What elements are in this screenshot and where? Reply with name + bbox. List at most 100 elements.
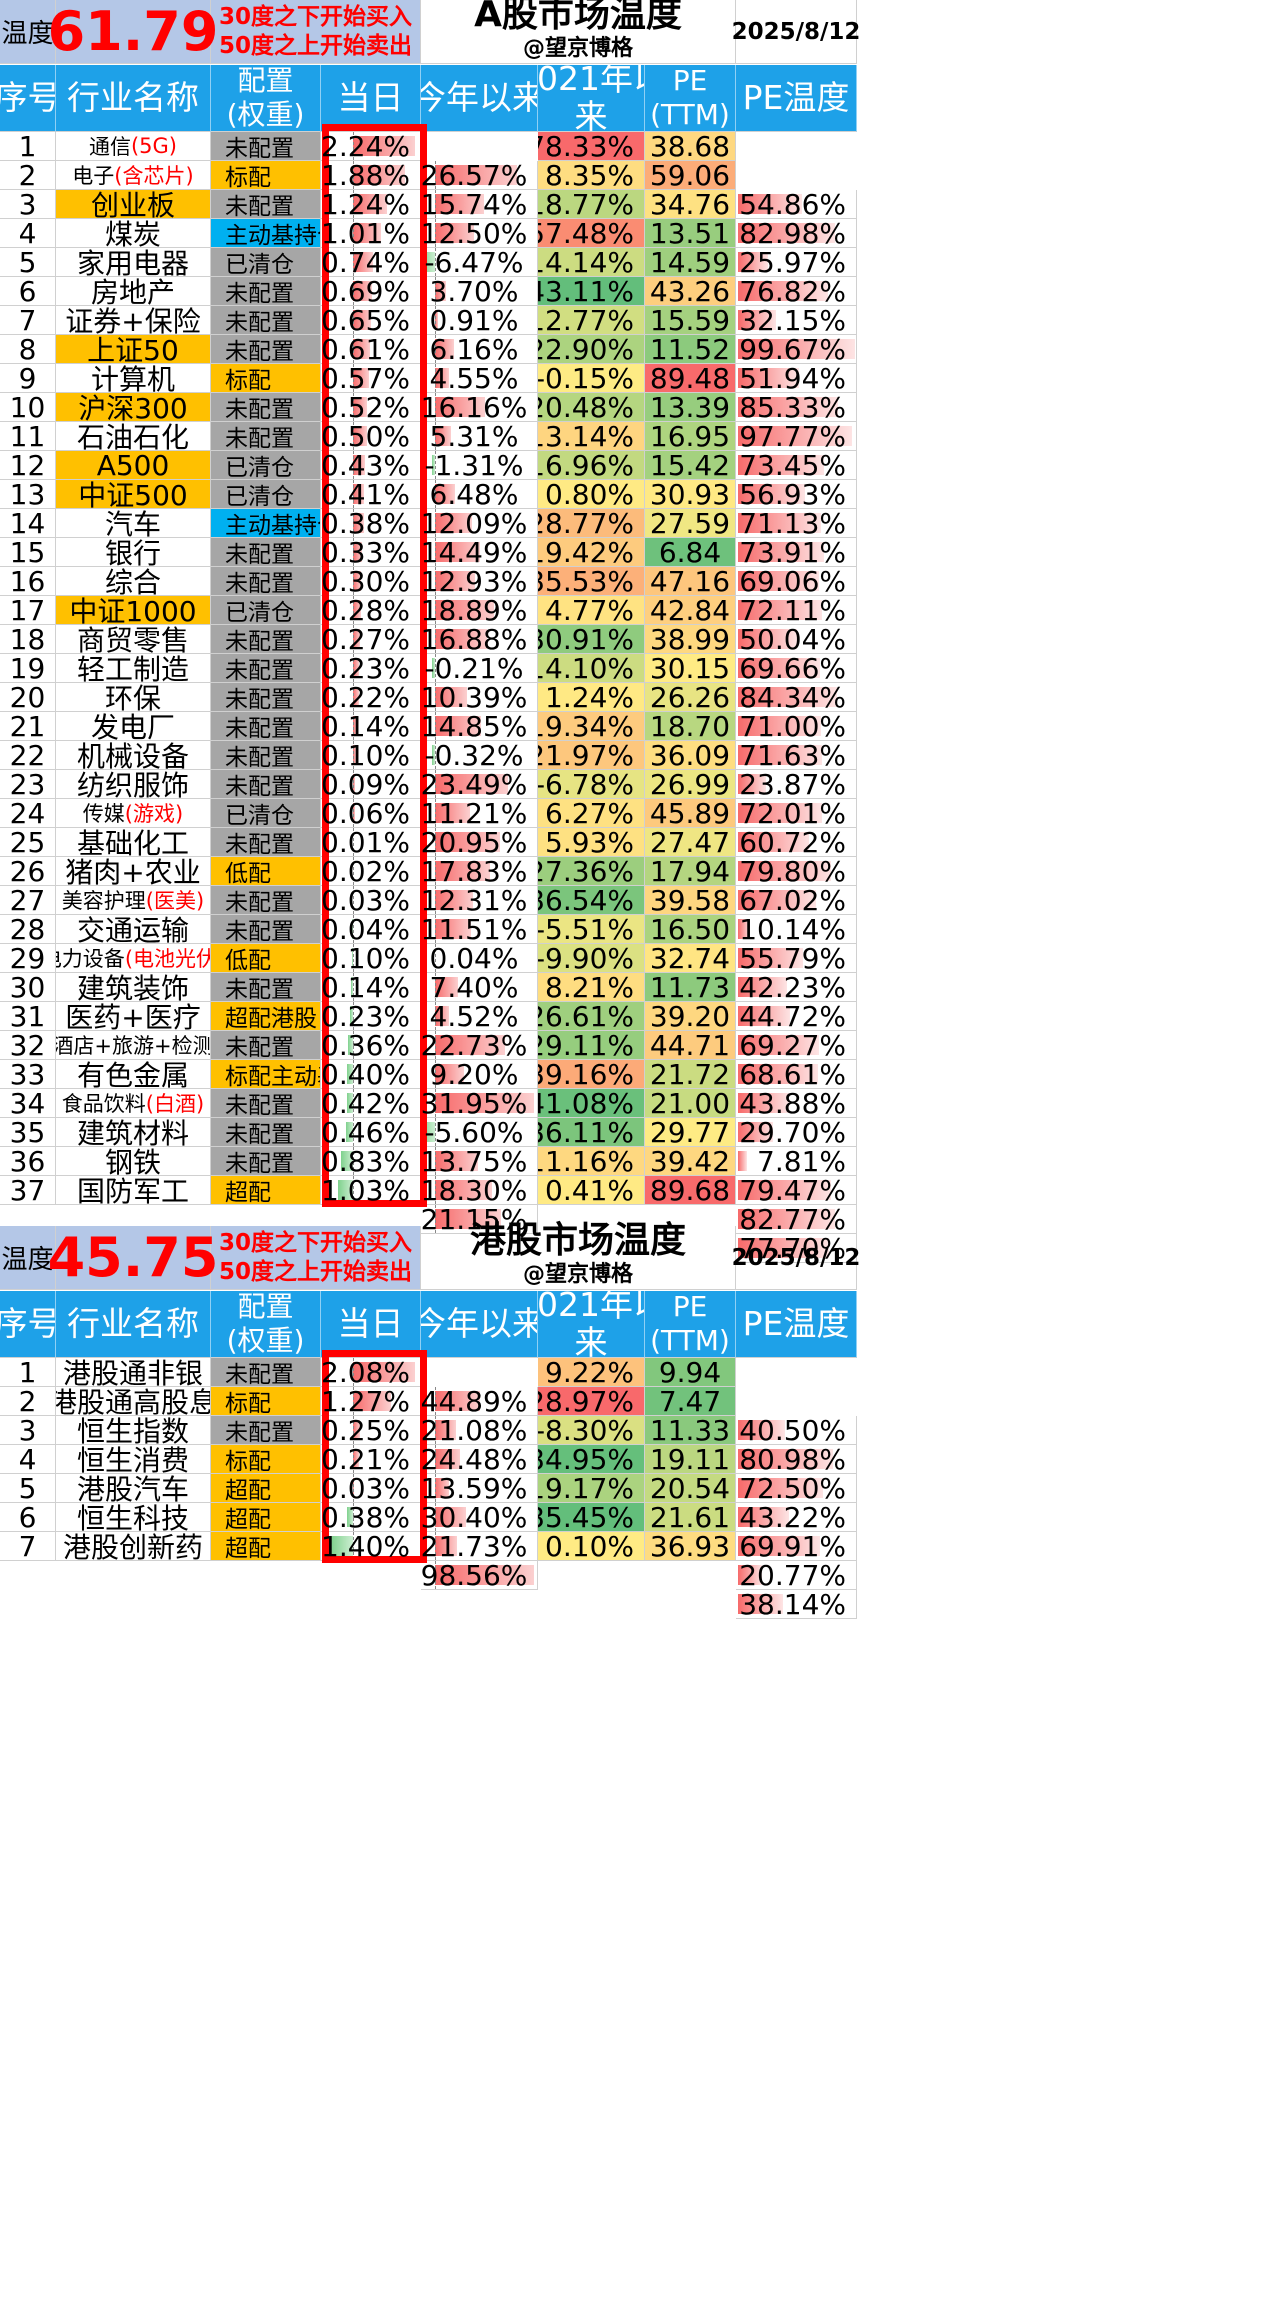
row-number-text: 7: [18, 306, 37, 335]
ytd-change-text: 17.83%: [421, 857, 528, 886]
since-2021-text: 19.34%: [538, 712, 634, 741]
pe-ttm: 16.95: [645, 422, 736, 451]
row-number: 35: [0, 1118, 56, 1147]
industry-name-text: 港股通非银: [62, 1358, 203, 1387]
allocation-text: 标配: [225, 368, 271, 393]
day-change: 0.14%: [321, 712, 421, 741]
pe-temperature-text: 76.82%: [739, 277, 846, 306]
pe-temperature-text: 85.33%: [739, 393, 846, 422]
row-number: 23: [0, 770, 56, 799]
day-change: 0.22%: [321, 683, 421, 712]
industry-name-text: 有色金属: [76, 1060, 189, 1089]
ytd-change-bar: [435, 1151, 478, 1171]
ytd-change-text: 7.40%: [429, 973, 519, 1002]
day-change-text: -0.14%: [321, 973, 410, 1002]
date-text: 2025/8/12: [731, 1244, 861, 1271]
ytd-change-bar: [432, 745, 435, 765]
pe-temperature: 69.27%: [736, 1031, 857, 1060]
row-number: 21: [0, 712, 56, 741]
pe-temperature: 32.15%: [736, 306, 857, 335]
col-alloc-header: 配置 (权重): [211, 65, 321, 132]
pe-temperature-bar: [738, 1536, 820, 1556]
day-change: 0.03%: [321, 1474, 421, 1503]
allocation-text: 低配: [225, 948, 271, 973]
industry-name: 港股通高股息: [56, 1387, 211, 1416]
row-number: 1: [0, 1358, 56, 1387]
ytd-change-text: 12.93%: [421, 567, 528, 596]
day-zero-axis: [353, 567, 354, 595]
row-number: 7: [0, 306, 56, 335]
pe-temperature: 29.70%: [736, 1118, 857, 1147]
ytd-zero-axis: [435, 451, 436, 479]
day-change: 1.88%: [321, 161, 421, 190]
pe-temperature-text: 72.11%: [739, 596, 846, 625]
author-text: @望京博格: [522, 35, 633, 61]
since-2021: 19.42%: [538, 538, 645, 567]
pe-temperature-text: 50.04%: [739, 625, 846, 654]
day-change-bar: [353, 1391, 391, 1411]
ytd-zero-axis: [435, 1445, 436, 1473]
day-zero-axis: [353, 277, 354, 305]
day-change: -1.03%: [321, 1176, 421, 1205]
pe-temperature-text: 43.22%: [739, 1503, 846, 1532]
row-number-text: 7: [18, 1532, 37, 1561]
ytd-change-text: 98.56%: [421, 1561, 528, 1590]
day-change-text: 0.22%: [321, 683, 410, 712]
day-zero-axis: [353, 1147, 354, 1175]
day-change-bar: [353, 629, 360, 649]
allocation-text: 未配置: [225, 1122, 294, 1147]
ytd-change-bar: [435, 571, 475, 591]
ytd-change: 12.50%: [421, 219, 538, 248]
allocation-badge: 未配置: [211, 973, 321, 1002]
day-change-bar: [353, 194, 387, 214]
since-2021: -41.08%: [538, 1089, 645, 1118]
pe-ttm-text: 14.59: [649, 248, 731, 277]
since-2021: -35.45%: [538, 1503, 645, 1532]
day-zero-axis: [353, 1002, 354, 1030]
ytd-change-text: -1.31%: [424, 451, 524, 480]
pe-temperature-text: 51.94%: [739, 364, 846, 393]
day-change-text: 1.01%: [321, 219, 410, 248]
ytd-change-text: 14.85%: [421, 712, 528, 741]
since-2021-text: -9.90%: [538, 944, 634, 973]
industry-name-note: (医美): [145, 889, 205, 913]
since-2021-text: -30.91%: [538, 625, 634, 654]
allocation-badge: 已清仓: [211, 596, 321, 625]
pe-temperature: 79.47%: [736, 1176, 857, 1205]
pe-ttm-text: 29.77: [649, 1118, 731, 1147]
pe-temperature-bar: [738, 890, 816, 910]
industry-name: 基础化工: [56, 828, 211, 857]
allocation-badge: 未配置: [211, 538, 321, 567]
day-change-text: 0.27%: [321, 625, 410, 654]
row-number: 4: [0, 1445, 56, 1474]
pe-ttm: 11.73: [645, 973, 736, 1002]
allocation-badge: 标配: [211, 1387, 321, 1416]
ytd-change-bar: [435, 1420, 456, 1440]
industry-name-text: 计算机: [90, 364, 175, 393]
since-2021: -6.78%: [538, 770, 645, 799]
industry-name: 传媒 (游戏): [56, 799, 211, 828]
ytd-change-bar: [435, 1449, 460, 1469]
pe-ttm: 18.70: [645, 712, 736, 741]
pe-temperature-bar: [738, 1449, 833, 1469]
ytd-change-text: 31.95%: [421, 1089, 528, 1118]
pe-ttm: 11.52: [645, 335, 736, 364]
pe-temperature: 25.97%: [736, 248, 857, 277]
industry-name: 计算机: [56, 364, 211, 393]
ytd-change: -1.31%: [421, 451, 538, 480]
pe-ttm: 14.59: [645, 248, 736, 277]
day-change: 1.01%: [321, 219, 421, 248]
industry-name: 通信 (5G): [56, 132, 211, 161]
since-2021: 28.97%: [538, 1387, 645, 1416]
day-change-text: 0.61%: [321, 335, 410, 364]
since-2021: 78.33%: [538, 132, 645, 161]
day-change: -0.83%: [321, 1147, 421, 1176]
ytd-change: -6.47%: [421, 248, 538, 277]
since-2021-text: 8.21%: [545, 973, 634, 1002]
industry-name-text: 汽车: [104, 509, 161, 538]
col-2021-header: 2021年以来: [538, 1291, 645, 1358]
pe-temperature-bar: [738, 861, 831, 881]
since-2021: -5.51%: [538, 915, 645, 944]
